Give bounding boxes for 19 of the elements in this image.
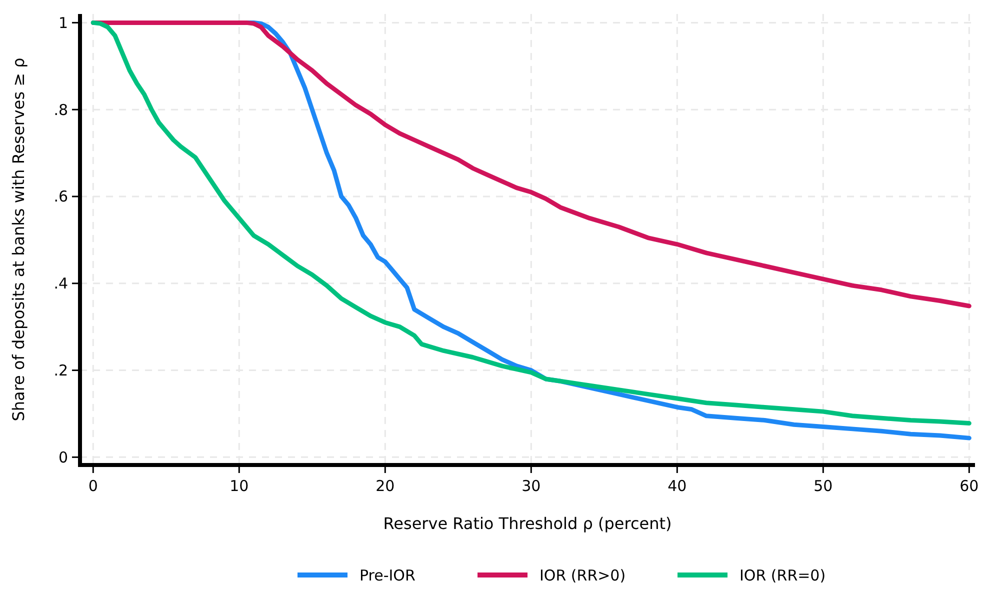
line-series — [90, 20, 972, 308]
x-axis-title: Reserve Ratio Threshold ρ (percent) — [383, 514, 672, 533]
x-tick-label: 50 — [814, 477, 833, 495]
y-tick-label: 1 — [58, 14, 68, 32]
y-axis-title: Share of deposits at banks with Reserves ≥ ρ — [9, 58, 28, 422]
x-tick-label: 20 — [376, 477, 395, 495]
x-tick-label: 30 — [522, 477, 541, 495]
x-tick-label: 10 — [230, 477, 249, 495]
x-tick-label: 0 — [88, 477, 98, 495]
legend-label: IOR (RR=0) — [740, 566, 826, 584]
legend-label: Pre-IOR — [360, 566, 416, 584]
y-tick-label: .8 — [54, 100, 68, 119]
x-tick-label: 40 — [668, 477, 687, 495]
y-tick-label: .6 — [54, 188, 68, 206]
legend-label: IOR (RR>0) — [540, 566, 626, 584]
y-tick-label: .2 — [54, 362, 68, 380]
y-tick-label: .4 — [54, 274, 68, 293]
y-tick-label: 0 — [58, 448, 68, 466]
x-tick-label: 60 — [960, 477, 979, 495]
